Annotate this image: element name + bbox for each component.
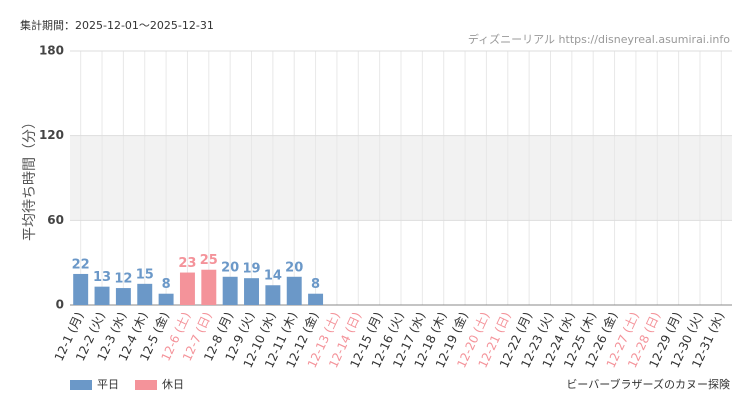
bar: [137, 283, 153, 305]
data-label: 23: [178, 256, 196, 271]
y-tick-label: 0: [56, 298, 64, 312]
y-axis-title: 平均待ち時間（分）: [22, 115, 38, 241]
data-label: 25: [200, 253, 218, 268]
source: ディズニーリアル https://disneyreal.asumirai.inf…: [468, 32, 730, 46]
y-tick-label: 60: [47, 213, 64, 227]
bar: [222, 276, 238, 305]
period: 集計期間：2025-12-01～2025-12-31: [20, 18, 214, 32]
bar: [201, 269, 217, 305]
data-label: 22: [72, 257, 90, 272]
bar: [158, 293, 174, 305]
data-label: 13: [93, 270, 111, 285]
bar: [94, 286, 110, 305]
data-label: 14: [264, 269, 282, 284]
y-tick-label: 120: [39, 128, 64, 142]
data-label: 20: [285, 260, 303, 275]
legend-label: 休日: [162, 378, 184, 391]
chart-title: ビーバーブラザーズのカヌー探険: [566, 377, 730, 391]
data-label: 19: [242, 262, 260, 277]
data-label: 8: [311, 277, 320, 292]
data-label: 12: [114, 272, 132, 287]
bar: [286, 276, 302, 305]
bar: [115, 288, 131, 305]
y-tick-label: 180: [39, 44, 64, 58]
bar: [265, 285, 281, 305]
legend-swatch: [135, 380, 157, 390]
bar: [308, 293, 324, 305]
data-label: 15: [136, 267, 154, 282]
legend-label: 平日: [97, 378, 119, 391]
bar: [179, 272, 195, 305]
legend-swatch: [70, 380, 92, 390]
bar: [73, 273, 89, 305]
data-label: 20: [221, 260, 239, 275]
bar: [244, 278, 259, 305]
data-label: 8: [162, 277, 171, 292]
